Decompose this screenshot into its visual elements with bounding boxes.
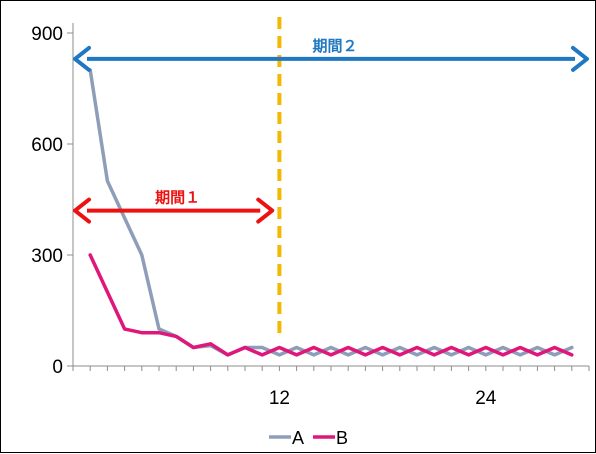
- x-tick-label-24: 24: [475, 388, 497, 409]
- y-tick-label-0: 0: [52, 357, 63, 378]
- axes: 0 300 600 900 12 24: [31, 23, 590, 409]
- span-arrow-label-1: 期間２: [312, 37, 357, 55]
- legend-label-B: B: [336, 428, 348, 448]
- annotation-layer: 期間２ 期間１: [73, 17, 589, 338]
- span-arrow-2: 期間１: [73, 189, 275, 224]
- span-arrow-1: 期間２: [73, 37, 589, 72]
- y-tick-label-900: 900: [31, 24, 63, 45]
- x-tick-label-12: 12: [269, 388, 290, 409]
- arrow-head-right: [571, 45, 589, 72]
- legend-item-B: B: [313, 428, 348, 448]
- series-layer: [88, 68, 574, 357]
- arrow-head-right: [256, 197, 275, 224]
- legend-item-A: A: [269, 428, 304, 448]
- span-arrow-label-2: 期間１: [155, 189, 200, 207]
- y-tick-label-600: 600: [31, 135, 63, 156]
- arrow-head-left: [73, 197, 91, 224]
- series-line-B: [88, 253, 574, 357]
- arrow-head-left: [73, 45, 91, 72]
- legend-label-A: A: [292, 428, 304, 448]
- y-tick-label-300: 300: [31, 246, 63, 267]
